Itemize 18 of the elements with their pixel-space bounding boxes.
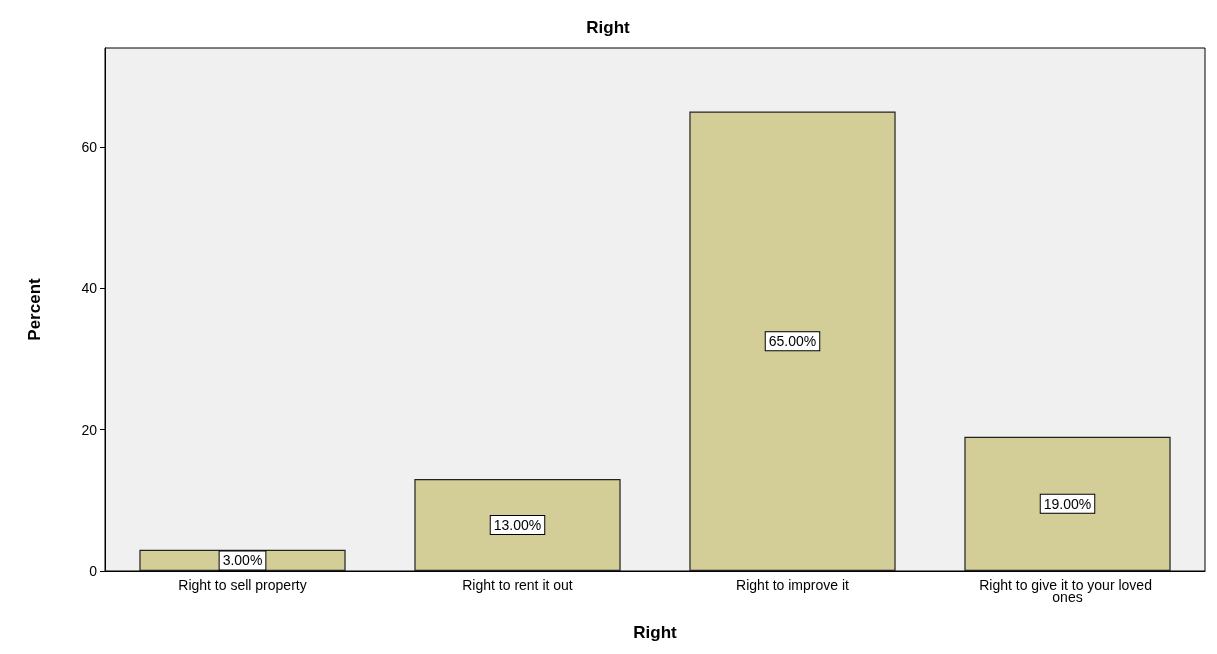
y-tick-label: 60 xyxy=(81,138,98,155)
x-tick-label: Right to sell property xyxy=(178,577,307,593)
chart-title: Right xyxy=(586,18,631,37)
x-tick-label: Right to give it to your loved ones xyxy=(979,577,1156,605)
bar xyxy=(414,479,621,571)
data-label: 13.00% xyxy=(493,517,542,534)
x-axis-title: Right xyxy=(633,623,678,642)
data-label: 19.00% xyxy=(1043,495,1092,512)
x-tick-label: Right to improve it xyxy=(736,577,850,593)
data-label: 65.00% xyxy=(768,333,817,350)
y-axis-title: Percent xyxy=(25,277,44,341)
data-label: 3.00% xyxy=(222,552,263,569)
y-tick-label: 20 xyxy=(81,421,98,438)
x-tick-label: Right to rent it out xyxy=(462,577,573,593)
y-tick-label: 40 xyxy=(81,280,98,297)
y-tick-label: 0 xyxy=(89,563,98,579)
bar xyxy=(964,436,1171,571)
bar xyxy=(689,111,896,571)
